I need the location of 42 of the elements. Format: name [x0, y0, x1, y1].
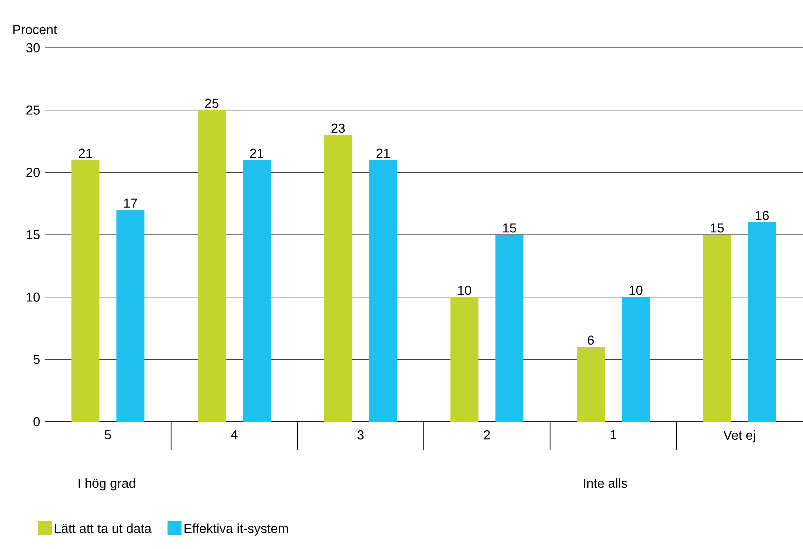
x-tick-label: 2 — [484, 430, 490, 440]
bar — [622, 297, 650, 422]
text: Inte alls — [584, 478, 628, 488]
y-tick-label: 15 — [26, 230, 40, 240]
y-tick-label: 30 — [26, 43, 40, 53]
text: I hög grad — [78, 478, 136, 491]
y-tick-label: 5 — [34, 355, 40, 364]
y-tick-label: 0 — [34, 417, 40, 427]
bar — [116, 210, 145, 422]
y-axis-title: Procent — [14, 25, 58, 34]
data-label: 16 — [756, 211, 769, 220]
data-label: 15 — [503, 224, 516, 233]
x-tick-label: 4 — [231, 430, 238, 440]
x-tick-label: Vet ej — [724, 430, 756, 443]
data-label: 10 — [630, 286, 643, 296]
bar — [577, 347, 605, 422]
bar — [198, 110, 226, 422]
data-label: 23 — [332, 124, 345, 134]
bar — [324, 135, 352, 422]
y-tick-label: 10 — [26, 292, 40, 302]
bar — [748, 222, 776, 422]
data-label: 25 — [205, 98, 219, 108]
legend-label: Lätt att ta ut data — [55, 524, 152, 534]
data-label: 15 — [711, 224, 724, 233]
data-label: 21 — [376, 148, 390, 158]
bar — [703, 235, 732, 422]
x-tick-label: 1 — [610, 430, 616, 440]
y-tick-label: 20 — [26, 168, 40, 178]
bar — [72, 160, 100, 422]
bar — [450, 297, 479, 422]
bar — [243, 160, 271, 422]
x-tick-label: 5 — [105, 430, 112, 440]
legend-label: Effektiva it-system — [184, 524, 288, 536]
data-label: 21 — [79, 148, 92, 158]
data-label: 21 — [250, 148, 264, 158]
data-label: 6 — [588, 336, 594, 345]
y-tick-label: 25 — [26, 106, 40, 115]
data-label: 17 — [124, 198, 138, 208]
x-tick-label: 3 — [358, 430, 364, 440]
bar — [369, 160, 398, 422]
bar — [496, 235, 524, 422]
data-label: 10 — [458, 286, 472, 296]
